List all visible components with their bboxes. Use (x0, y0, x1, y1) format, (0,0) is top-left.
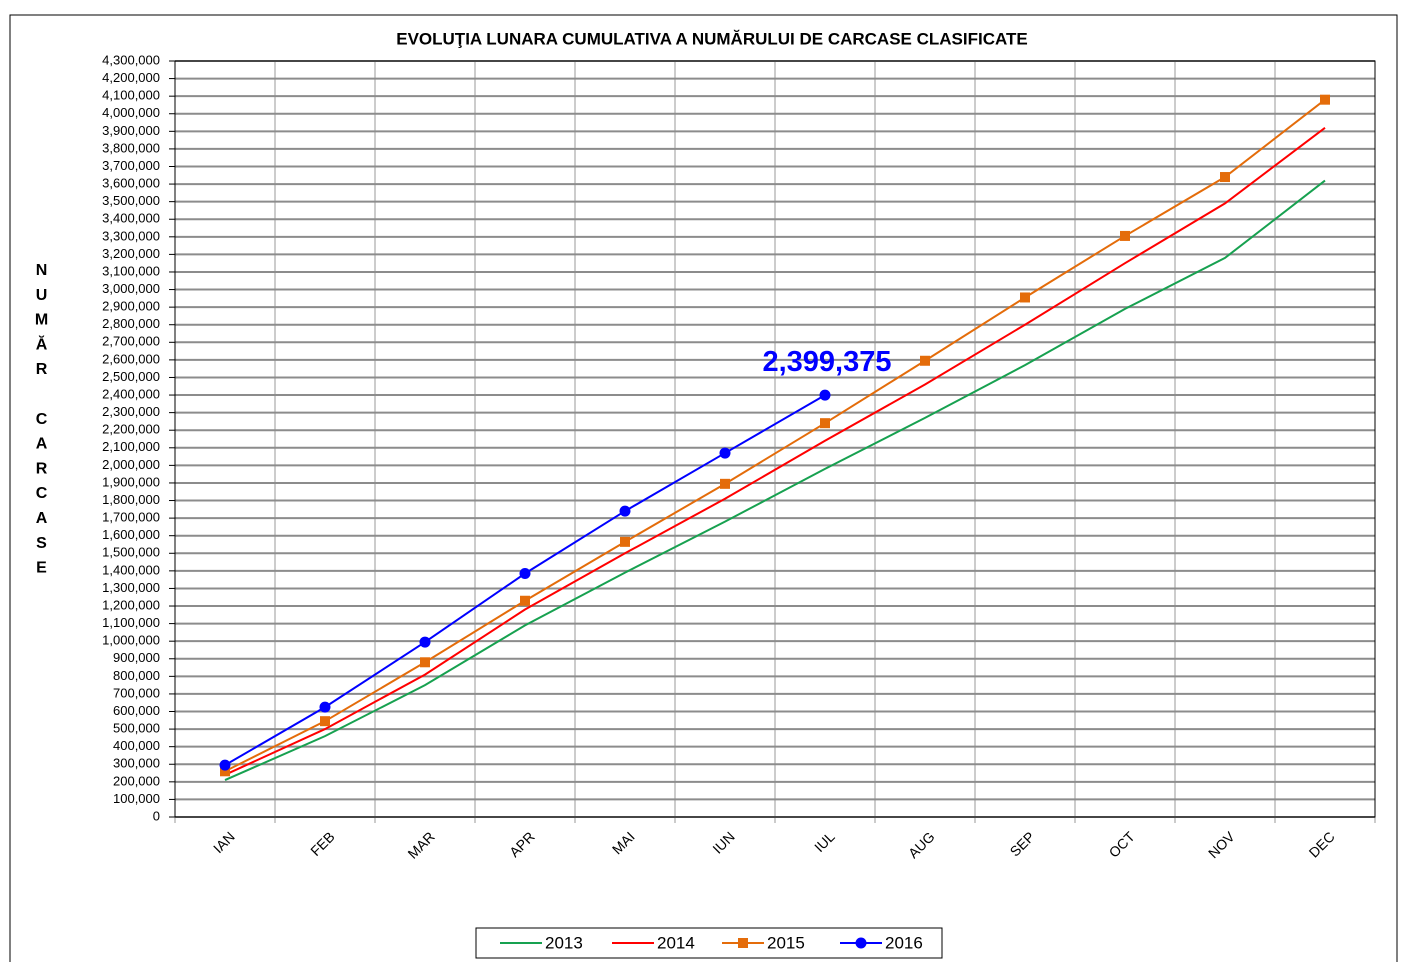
y-tick-label: 3,900,000 (102, 123, 160, 138)
x-tick-label: MAR (404, 828, 437, 861)
y-tick-label: 2,200,000 (102, 422, 160, 437)
y-tick-label: 1,300,000 (102, 580, 160, 595)
y-tick-label: 700,000 (113, 685, 160, 700)
y-tick-label: 0 (153, 808, 160, 823)
y-tick-label: 1,200,000 (102, 597, 160, 612)
legend-marker (855, 937, 867, 949)
x-tick-label: OCT (1106, 828, 1139, 861)
x-tick-label: MAI (609, 828, 638, 857)
data-point (319, 701, 331, 713)
y-tick-label: 2,800,000 (102, 316, 160, 331)
series-line (224, 98, 1326, 773)
x-tick-label: IUN (709, 828, 737, 856)
data-point (1220, 172, 1230, 183)
x-tick-label: AUG (905, 828, 938, 861)
data-point (519, 567, 531, 579)
y-tick-label: 3,700,000 (102, 158, 160, 173)
data-point (420, 657, 430, 668)
y-axis-label: NUMĂR CARCASE (33, 262, 50, 585)
series-line (224, 127, 1326, 776)
y-tick-label: 1,800,000 (102, 492, 160, 507)
y-tick-label: 300,000 (113, 756, 160, 771)
y-tick-label: 3,400,000 (102, 211, 160, 226)
y-tick-label: 2,100,000 (102, 439, 160, 454)
y-tick-label: 800,000 (113, 668, 160, 683)
x-tick-label: FEB (307, 828, 338, 859)
y-tick-label: 2,900,000 (102, 299, 160, 314)
data-point (819, 389, 831, 401)
y-tick-label: 2,600,000 (102, 351, 160, 366)
y-tick-label: 1,900,000 (102, 474, 160, 489)
y-tick-label: 900,000 (113, 650, 160, 665)
x-tick-label: APR (506, 828, 538, 860)
y-tick-label: 500,000 (113, 721, 160, 736)
legend-label: 2013 (545, 933, 583, 952)
x-tick-label: SEP (1007, 828, 1038, 859)
y-tick-label: 1,500,000 (102, 545, 160, 560)
y-tick-label: 4,200,000 (102, 70, 160, 85)
y-tick-label: 4,100,000 (102, 88, 160, 103)
y-tick-label: 3,300,000 (102, 228, 160, 243)
legend-marker (738, 938, 748, 948)
data-label: 2,399,375 (762, 346, 891, 378)
y-tick-label: 2,700,000 (102, 334, 160, 349)
chart-frame (9, 14, 1398, 962)
y-tick-label: 4,000,000 (102, 105, 160, 120)
y-tick-label: 100,000 (113, 791, 160, 806)
y-tick-label: 4,300,000 (102, 52, 160, 67)
data-point (1320, 94, 1330, 105)
y-tick-label: 1,100,000 (102, 615, 160, 630)
y-tick-label: 3,500,000 (102, 193, 160, 208)
data-point (520, 595, 530, 606)
y-tick-label: 200,000 (113, 773, 160, 788)
y-tick-label: 3,200,000 (102, 246, 160, 261)
data-point (619, 505, 631, 517)
data-point (419, 636, 431, 648)
legend-label: 2015 (767, 933, 805, 952)
y-tick-label: 1,600,000 (102, 527, 160, 542)
data-point (220, 766, 230, 777)
x-tick-label: DEC (1306, 828, 1338, 860)
data-point (920, 355, 930, 366)
data-point (1120, 230, 1130, 241)
y-tick-label: 400,000 (113, 738, 160, 753)
y-tick-label: 1,000,000 (102, 633, 160, 648)
y-tick-label: 600,000 (113, 703, 160, 718)
data-point (620, 536, 630, 547)
y-tick-label: 3,000,000 (102, 281, 160, 296)
y-tick-label: 2,000,000 (102, 457, 160, 472)
data-point (1020, 292, 1030, 303)
chart-title: EVOLUŢIA LUNARA CUMULATIVA A NUMĂRULUI D… (396, 29, 1027, 48)
data-point (820, 418, 830, 429)
y-tick-label: 3,600,000 (102, 176, 160, 191)
y-tick-label: 1,700,000 (102, 510, 160, 525)
y-tick-label: 1,400,000 (102, 562, 160, 577)
x-tick-label: IAN (210, 828, 238, 856)
legend-label: 2014 (657, 933, 695, 952)
legend-label: 2016 (885, 933, 923, 952)
data-point (719, 447, 731, 459)
x-tick-label: NOV (1205, 828, 1238, 861)
data-point (720, 478, 730, 489)
series-line (224, 179, 1326, 781)
x-tick-label: IUL (811, 828, 838, 855)
y-tick-label: 3,800,000 (102, 140, 160, 155)
series-line (224, 394, 826, 766)
y-tick-label: 2,500,000 (102, 369, 160, 384)
plot-border (174, 60, 1376, 818)
y-tick-label: 2,400,000 (102, 386, 160, 401)
y-tick-label: 3,100,000 (102, 263, 160, 278)
y-tick-label: 2,300,000 (102, 404, 160, 419)
data-point (219, 759, 231, 771)
data-point (320, 716, 330, 727)
